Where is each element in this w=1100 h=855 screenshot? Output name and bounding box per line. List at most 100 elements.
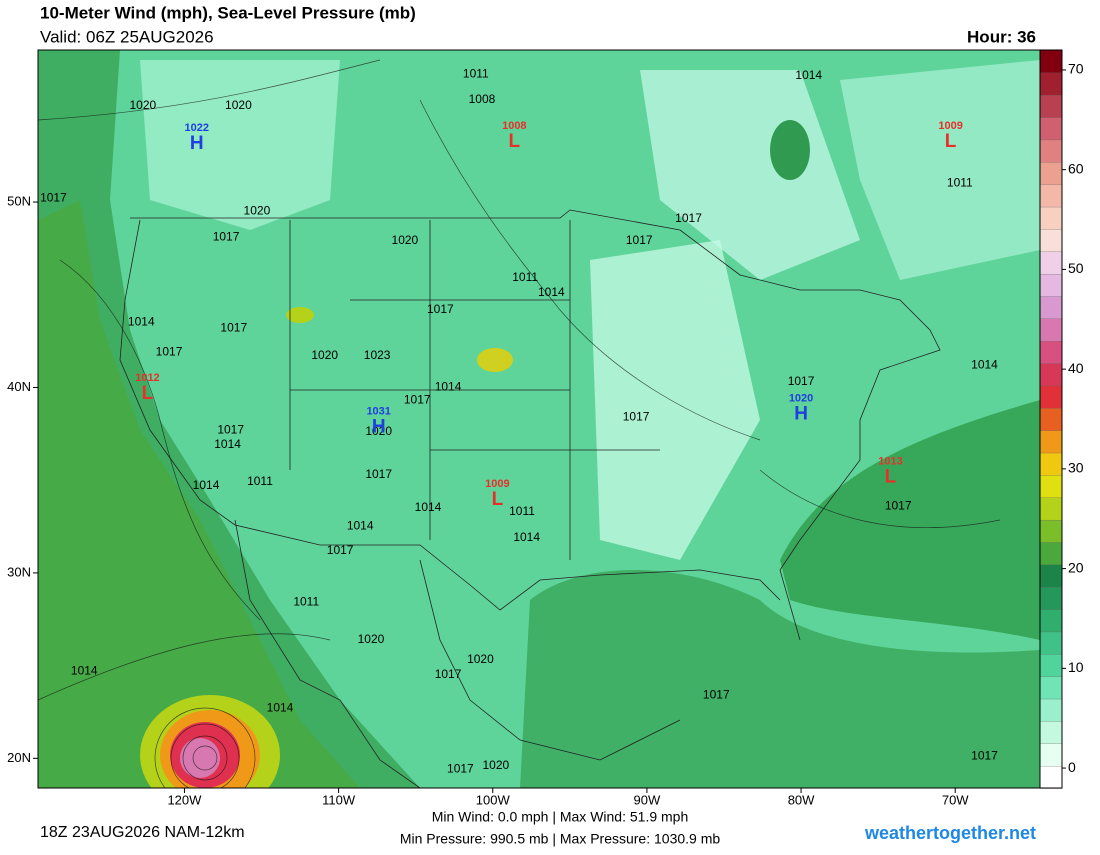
colorbar-band xyxy=(1039,676,1063,700)
isobar-label: 1020 xyxy=(358,632,385,646)
isobar-label: 1020 xyxy=(467,652,494,666)
isobar-label: 1014 xyxy=(513,530,540,544)
light-wind-area xyxy=(840,60,1040,280)
isobar-label: 1014 xyxy=(435,380,462,394)
gulf-caribbean xyxy=(520,570,1040,788)
pressure-center: H xyxy=(372,417,386,438)
colorbar-label: 50 xyxy=(1068,260,1084,276)
isobar-label: 1014 xyxy=(193,478,220,492)
colorbar-band xyxy=(1039,653,1063,677)
isobar-label: 1008 xyxy=(469,92,496,106)
isobar-label: 1011 xyxy=(509,504,535,518)
isobar-label: 1020 xyxy=(365,424,392,438)
pressure-value: 1013 xyxy=(878,456,902,468)
isobar-label: 1017 xyxy=(220,320,247,334)
isobar-label: 1014 xyxy=(214,437,241,451)
isobar-label: 1017 xyxy=(623,409,650,423)
site-link[interactable]: weathertogether.net xyxy=(864,823,1036,843)
colorbar-label: 20 xyxy=(1068,559,1084,575)
isobar-label: 1017 xyxy=(788,374,815,388)
colorbar-label: 70 xyxy=(1068,61,1084,77)
isobar-label: 1020 xyxy=(129,98,156,112)
colorbar-band xyxy=(1039,184,1063,208)
lat-label: 20N xyxy=(7,750,31,765)
pressure-center: H xyxy=(190,133,204,154)
colorbar-band xyxy=(1039,251,1063,275)
isobar-label: 1017 xyxy=(703,687,730,701)
lon-label: 110W xyxy=(322,792,356,807)
isobar-label: 1017 xyxy=(971,749,998,763)
isobar-label: 1017 xyxy=(885,498,912,512)
pressure-value: 1020 xyxy=(789,392,813,404)
isobar-label: 1017 xyxy=(435,667,462,681)
pressure-value: 1009 xyxy=(485,478,509,490)
colorbar-band xyxy=(1039,228,1063,252)
isobar-label: 1017 xyxy=(40,191,67,205)
isobar-label: 1017 xyxy=(427,302,454,316)
isobars xyxy=(38,59,1001,788)
atlantic xyxy=(780,400,1040,640)
isobar-label: 1014 xyxy=(267,700,294,714)
pressure-center: L xyxy=(885,467,897,488)
isobar-label: 1014 xyxy=(71,663,98,677)
title: 10-Meter Wind (mph), Sea-Level Pressure … xyxy=(40,3,416,22)
colorbar-frame xyxy=(1039,49,1063,789)
pacific-swell xyxy=(38,200,360,788)
colorbar-label: 10 xyxy=(1068,659,1084,675)
isobar-label: 1011 xyxy=(947,176,973,190)
isobar-label: 1017 xyxy=(447,762,474,776)
isobar-label: 1014 xyxy=(538,285,565,299)
pressure-value: 1009 xyxy=(938,120,962,132)
isobar-label: 1011 xyxy=(293,595,319,609)
model-run: 18Z 23AUG2026 NAM-12km xyxy=(40,824,245,841)
wind-max xyxy=(286,307,314,323)
pressure-value: 1008 xyxy=(502,120,526,132)
colorbar-band xyxy=(1039,743,1063,767)
pressure-value: 1022 xyxy=(185,122,209,134)
colorbar-band xyxy=(1039,161,1063,185)
lat-label: 40N xyxy=(7,379,31,394)
colorbar-band xyxy=(1039,631,1063,655)
colorbar-band xyxy=(1039,497,1063,521)
colorbar-label: 0 xyxy=(1068,759,1076,775)
lat-label: 30N xyxy=(7,564,31,579)
isobar-label: 1020 xyxy=(225,98,252,112)
colorbar-band xyxy=(1039,586,1063,610)
pressure-center: L xyxy=(142,383,154,404)
colorbar-band xyxy=(1039,608,1063,633)
colorbar-band xyxy=(1039,407,1063,431)
pressure-value: 1012 xyxy=(135,372,159,384)
forecast-hour: Hour: 36 xyxy=(967,27,1036,46)
isobar-label: 1020 xyxy=(482,758,509,772)
colorbar-band xyxy=(1039,94,1063,118)
isobar-label: 1017 xyxy=(675,211,702,225)
colorbar-band xyxy=(1039,765,1063,789)
colorbar-band xyxy=(1039,139,1063,163)
lon-label: 70W xyxy=(942,792,969,807)
pressure-range: Min Pressure: 990.5 mb | Max Pressure: 1… xyxy=(400,831,721,847)
isobar-label: 1017 xyxy=(327,543,354,557)
hurricane-core xyxy=(180,738,220,778)
colorbar-label: 30 xyxy=(1068,460,1084,476)
colorbar-band xyxy=(1039,362,1063,387)
isobar-label: 1020 xyxy=(392,233,419,247)
isobar-label: 1020 xyxy=(244,203,271,217)
isobar-label: 1014 xyxy=(415,500,442,514)
colorbar-band xyxy=(1039,541,1063,566)
colorbar: 0 10 20 30 40 50 60 70 xyxy=(1039,49,1084,789)
colorbar-band xyxy=(1039,340,1063,364)
isobar-label: 1014 xyxy=(795,68,822,82)
isobar-label: 1017 xyxy=(365,467,392,481)
colorbar-band xyxy=(1039,206,1063,230)
light-wind-area xyxy=(640,70,860,280)
colorbar-band xyxy=(1039,519,1063,543)
colorbar-band xyxy=(1039,318,1063,342)
light-wind-area xyxy=(140,60,340,230)
colorbar-band xyxy=(1039,698,1063,722)
lon-label: 80W xyxy=(788,792,815,807)
pressure-center: L xyxy=(492,489,504,510)
isobar-label: 1014 xyxy=(347,519,374,533)
colorbar-band xyxy=(1039,385,1063,409)
isobar-label: 1017 xyxy=(404,393,431,407)
colorbar-band xyxy=(1039,430,1063,454)
